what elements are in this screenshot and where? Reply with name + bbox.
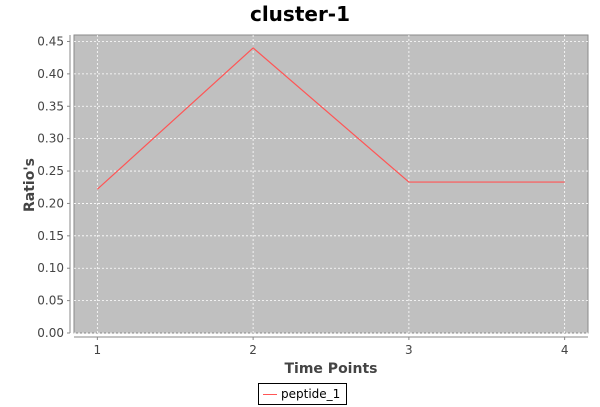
x-tick-label: 1 <box>94 343 102 357</box>
y-tick-label: 0.20 <box>37 196 64 210</box>
y-tick-label: 0.45 <box>37 34 64 48</box>
legend-swatch <box>263 393 277 395</box>
x-tick-label: 2 <box>249 343 257 357</box>
y-tick-label: 0.15 <box>37 229 64 243</box>
x-axis-label: Time Points <box>285 361 378 377</box>
y-tick-label: 0.05 <box>37 294 64 308</box>
y-tick-label: 0.10 <box>37 261 64 275</box>
y-tick-label: 0.30 <box>37 132 64 146</box>
x-tick-label: 3 <box>405 343 413 357</box>
series-line-peptide-1 <box>96 47 565 190</box>
y-tick-label: 0.00 <box>37 326 64 340</box>
y-tick-label: 0.35 <box>37 99 64 113</box>
y-tick-label: 0.40 <box>37 67 64 81</box>
x-tick-label: 4 <box>561 343 569 357</box>
y-axis-label: Ratio's <box>22 158 38 212</box>
y-tick-label: 0.25 <box>37 164 64 178</box>
chart-title: cluster-1 <box>249 2 351 26</box>
plot-background <box>73 34 589 334</box>
legend: peptide_1 <box>258 383 348 405</box>
legend-label-peptide-1: peptide_1 <box>281 387 341 401</box>
